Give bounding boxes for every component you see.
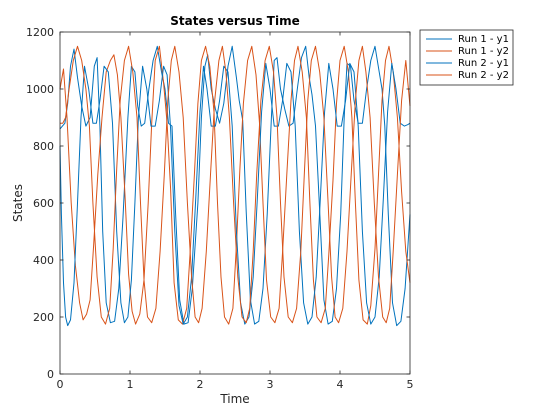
x-tick-label: 2	[197, 378, 204, 391]
axes-layer: 0 1 2 3 4 5 0 200 400 600 800 1000 1200	[26, 26, 414, 391]
x-axis-title: Time	[219, 392, 249, 406]
legend-label-run2-y1: Run 2 - y1	[458, 58, 509, 69]
series-layer	[59, 45, 411, 327]
chart-title: States versus Time	[170, 14, 300, 28]
x-tick-label: 0	[57, 378, 64, 391]
series-line-run-1-y2	[59, 45, 411, 325]
y-tick-label: 1000	[26, 83, 54, 96]
y-tick-label: 600	[33, 197, 54, 210]
y-tick-label: 400	[33, 254, 54, 267]
legend-label-run1-y1: Run 1 - y1	[458, 34, 509, 45]
y-tick-label: 800	[33, 140, 54, 153]
x-tick-label: 1	[127, 378, 134, 391]
y-axis-title: States	[11, 184, 25, 222]
legend: Run 1 - y1 Run 1 - y2 Run 2 - y1 Run 2 -…	[419, 29, 514, 86]
y-tick-label: 1200	[26, 26, 54, 39]
y-tick-label: 0	[47, 368, 54, 381]
x-tick-label: 5	[407, 378, 414, 391]
series-line-run-2-y2	[60, 45, 411, 325]
x-tick-label: 4	[337, 378, 344, 391]
x-tick-label: 3	[267, 378, 274, 391]
y-tick-label: 200	[33, 311, 54, 324]
legend-label-run2-y2: Run 2 - y2	[458, 70, 509, 81]
legend-label-run1-y2: Run 1 - y2	[458, 46, 509, 57]
